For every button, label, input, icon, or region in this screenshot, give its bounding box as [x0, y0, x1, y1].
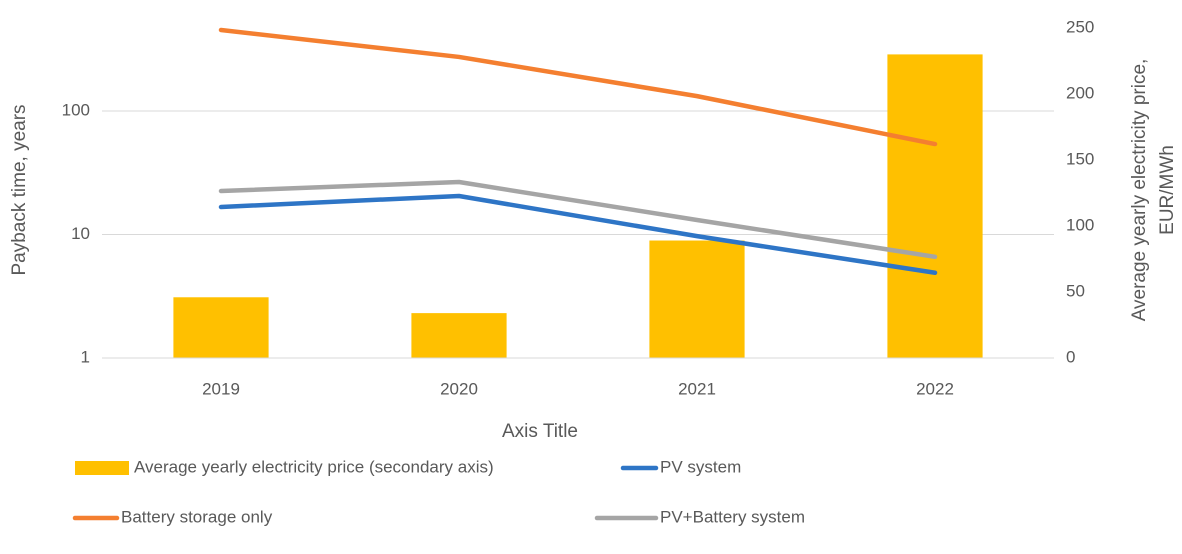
- y2-axis-title: EUR/MWh: [1157, 145, 1178, 235]
- legend-swatch: [75, 461, 129, 475]
- x-tick-label: 2019: [202, 379, 240, 398]
- y-tick-label: 10: [71, 224, 90, 243]
- bar: [649, 240, 745, 358]
- x-tick-label: 2022: [916, 379, 954, 398]
- y2-tick-label: 0: [1066, 347, 1075, 366]
- y-tick-label: 100: [62, 100, 90, 119]
- x-axis-title: Axis Title: [502, 421, 578, 442]
- y-axis-title: Payback time, years: [9, 104, 30, 275]
- bar: [411, 313, 507, 358]
- y-tick-label: 1: [81, 347, 90, 366]
- y2-tick-label: 250: [1066, 17, 1094, 36]
- y2-tick-label: 200: [1066, 83, 1094, 102]
- line: [218, 179, 938, 260]
- y2-tick-label: 150: [1066, 149, 1094, 168]
- line: [218, 27, 938, 147]
- y2-tick-label: 100: [1066, 215, 1094, 234]
- bar: [887, 54, 983, 359]
- x-tick-label: 2020: [440, 379, 478, 398]
- y2-tick-label: 50: [1066, 281, 1085, 300]
- line: [218, 193, 938, 276]
- legend-label: PV+Battery system: [660, 507, 805, 526]
- bar: [173, 297, 269, 358]
- y2-axis-title: Average yearly electricity price,: [1129, 59, 1150, 322]
- x-tick-label: 2021: [678, 379, 716, 398]
- legend-label: Battery storage only: [121, 507, 273, 526]
- legend-label: PV system: [660, 457, 741, 476]
- legend-label: Average yearly electricity price (second…: [134, 457, 494, 476]
